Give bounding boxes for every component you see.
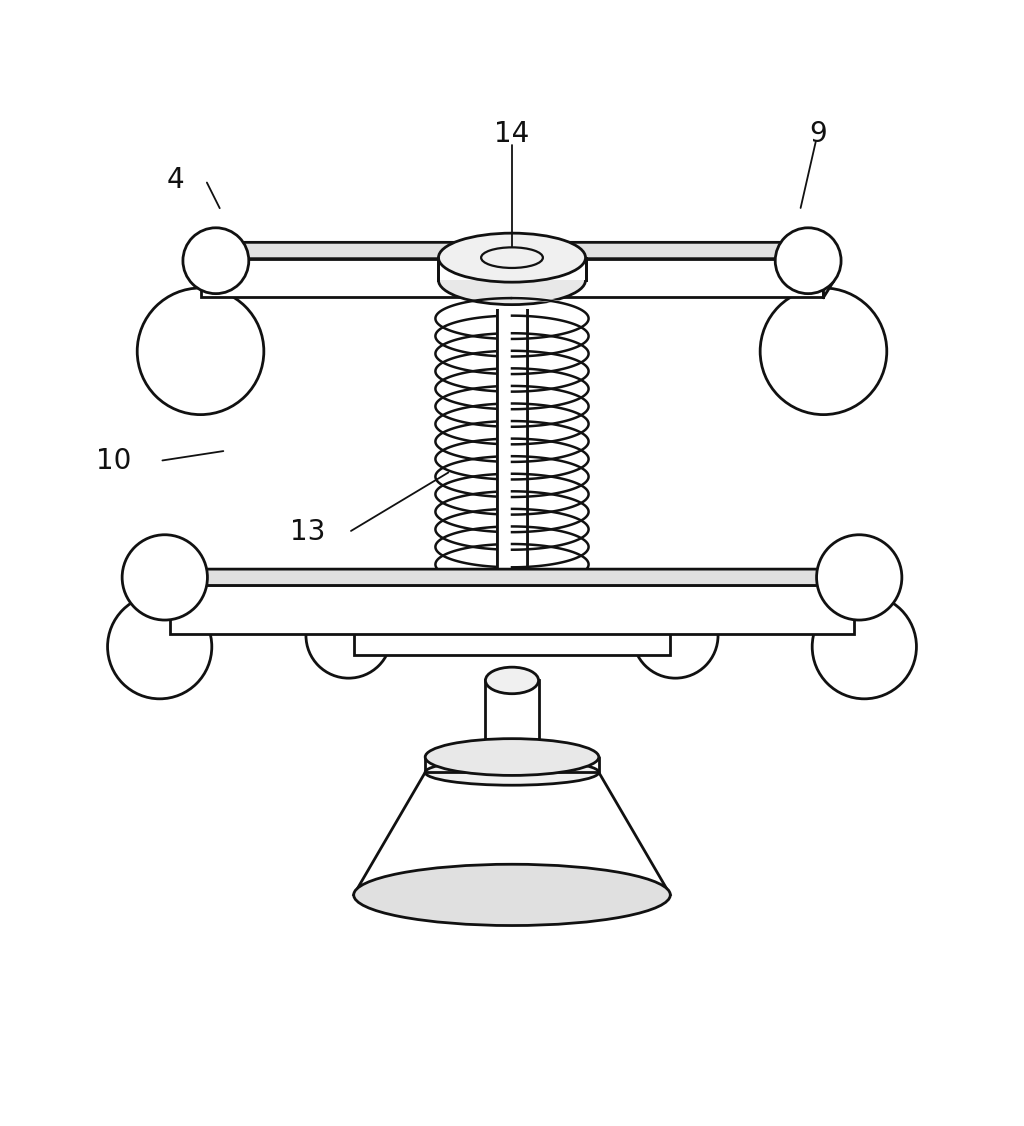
Polygon shape [425, 757, 599, 772]
Ellipse shape [137, 288, 264, 414]
Ellipse shape [306, 593, 391, 678]
Text: 13: 13 [290, 518, 326, 546]
Ellipse shape [122, 535, 208, 620]
Polygon shape [512, 455, 589, 498]
Ellipse shape [183, 227, 249, 294]
Polygon shape [512, 385, 589, 428]
Polygon shape [512, 402, 589, 446]
Bar [438, 258, 586, 280]
Ellipse shape [353, 865, 671, 926]
Polygon shape [512, 543, 589, 586]
Ellipse shape [812, 595, 916, 699]
Text: 9: 9 [810, 120, 827, 149]
Text: 4: 4 [166, 166, 184, 194]
Bar [201, 259, 823, 297]
Polygon shape [512, 314, 589, 358]
Polygon shape [353, 772, 671, 895]
Bar [353, 616, 671, 655]
Polygon shape [512, 490, 589, 534]
Text: 14: 14 [495, 120, 529, 149]
Ellipse shape [438, 233, 586, 283]
Ellipse shape [775, 227, 841, 294]
Ellipse shape [633, 593, 718, 678]
Ellipse shape [425, 739, 599, 776]
Polygon shape [353, 600, 681, 616]
Ellipse shape [425, 759, 599, 785]
Polygon shape [512, 332, 589, 375]
Ellipse shape [485, 668, 539, 694]
Polygon shape [512, 508, 589, 551]
Bar [170, 586, 854, 634]
Polygon shape [512, 473, 589, 516]
Polygon shape [201, 242, 834, 259]
Bar [485, 680, 539, 757]
Polygon shape [512, 367, 589, 410]
Ellipse shape [816, 535, 902, 620]
Ellipse shape [760, 288, 887, 414]
Polygon shape [512, 526, 589, 569]
Ellipse shape [438, 256, 586, 305]
Text: 10: 10 [96, 447, 131, 475]
Polygon shape [170, 569, 864, 586]
Ellipse shape [108, 595, 212, 699]
Polygon shape [512, 350, 589, 393]
Polygon shape [823, 242, 834, 297]
Polygon shape [512, 420, 589, 463]
Polygon shape [512, 438, 589, 481]
Polygon shape [512, 297, 589, 340]
